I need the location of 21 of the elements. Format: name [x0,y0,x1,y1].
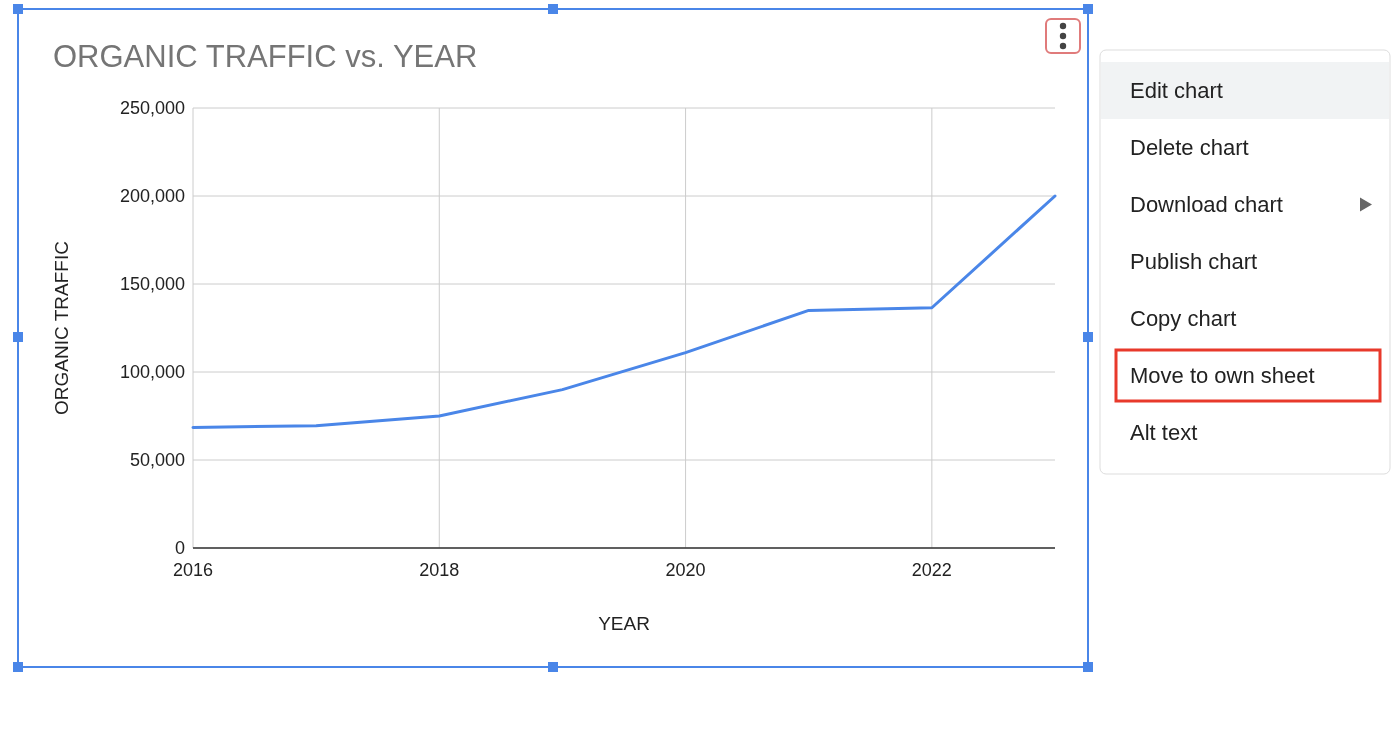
y-tick-label: 50,000 [129,450,185,471]
y-tick-label: 250,000 [119,98,185,119]
line-series [191,194,1057,429]
x-tick-label: 2018 [419,560,460,580]
x-tick-label: 2020 [665,560,706,580]
text: Download chart [1130,192,1283,218]
text: Copy chart [1130,306,1237,332]
y-axis-title: ORGANIC TRAFFIC [51,241,72,415]
chart-title: ORGANIC TRAFFIC vs. YEAR [53,39,478,74]
y-tick-label: 100,000 [119,362,185,383]
text: Delete chart [1130,135,1249,161]
text: Publish chart [1130,249,1258,275]
y-tick-label: 200,000 [119,186,185,207]
y-tick-label: 150,000 [119,274,185,295]
x-tick-label: 2022 [911,560,952,580]
y-tick-label: 0 [174,538,185,559]
text: Edit chart [1130,78,1223,104]
text: Alt text [1130,420,1198,446]
text: Move to own sheet [1130,363,1315,389]
x-tick-label: 2016 [172,560,214,580]
x-axis-title: YEAR [598,613,650,634]
